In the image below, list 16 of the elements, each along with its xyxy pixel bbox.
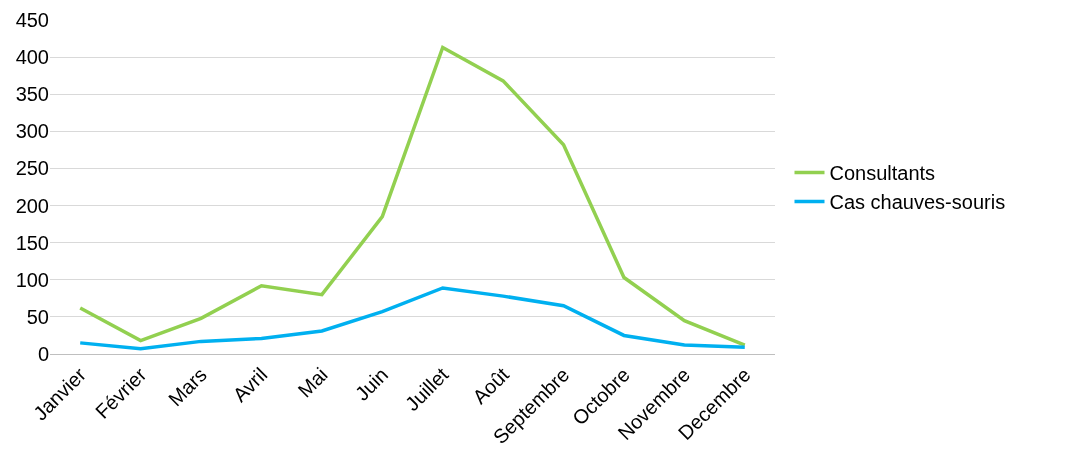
line-series (78, 286, 747, 351)
y-tick-label: 250 (15, 157, 49, 180)
y-tick-label: 400 (15, 46, 49, 69)
line-series (78, 45, 747, 347)
y-tick-label: 300 (15, 120, 49, 143)
y-tick-label: 0 (37, 343, 49, 365)
x-tick-label: Mai (293, 363, 332, 402)
y-tick-label: 450 (15, 9, 49, 31)
y-tick-label: 50 (26, 305, 49, 328)
y-tick-label: 200 (15, 194, 49, 217)
legend-label: Consultants (829, 162, 936, 185)
legend-label: Cas chauves-souris (829, 191, 1006, 214)
x-tick-label: Juin (350, 363, 393, 405)
y-tick-label: 350 (15, 83, 49, 106)
y-tick-label: 100 (15, 268, 49, 291)
y-tick-label: 150 (15, 231, 49, 254)
